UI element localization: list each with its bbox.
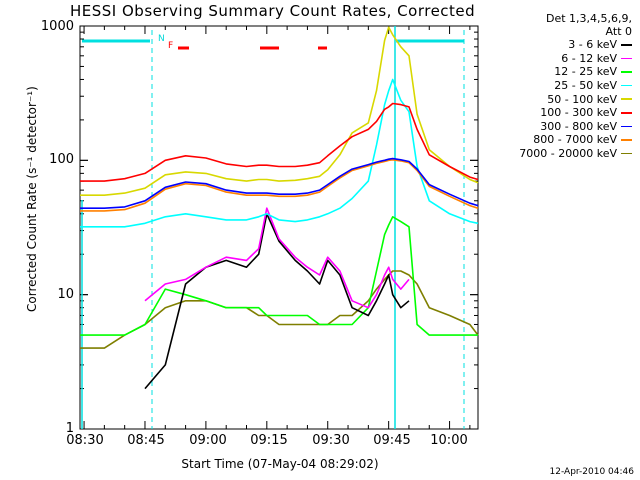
legend-entry-label: 50 - 100 keV <box>547 92 617 106</box>
x-tick-label: 09:45 <box>373 433 411 448</box>
y-tick-label: 10 <box>57 287 74 302</box>
legend-entry-label: 100 - 300 keV <box>540 106 617 120</box>
series-line <box>144 213 410 390</box>
legend-header-detectors: Det 1,3,4,5,6,9, <box>545 12 632 25</box>
x-tick-label: 09:30 <box>312 433 350 448</box>
legend-entry-label: 25 - 50 keV <box>554 79 617 93</box>
chart-title: HESSI Observing Summary Count Rates, Cor… <box>70 2 476 20</box>
x-tick-label: 09:00 <box>189 433 227 448</box>
y-tick-label: 1 <box>65 421 74 436</box>
legend-entry: 800 - 7000 keV <box>482 133 632 147</box>
legend: Det 1,3,4,5,6,9, Att 0 3 - 6 keV 6 - 12 k… <box>482 12 632 160</box>
legend-entry: 25 - 50 keV <box>482 79 632 93</box>
series-line <box>80 78 479 228</box>
legend-swatch <box>621 57 632 60</box>
legend-swatch <box>621 44 632 46</box>
y-tick-label: 100 <box>49 152 74 167</box>
legend-entry-label: 12 - 25 keV <box>554 65 617 79</box>
series-line <box>80 26 479 196</box>
legend-entry-label: 800 - 7000 keV <box>533 133 617 147</box>
legend-entry: 12 - 25 keV <box>482 65 632 79</box>
legend-entry: 100 - 300 keV <box>482 106 632 120</box>
x-tick-label: 09:15 <box>250 433 288 448</box>
legend-swatch <box>621 98 632 100</box>
x-tick-label: 08:45 <box>127 433 165 448</box>
legend-entry: 6 - 12 keV <box>482 52 632 66</box>
series-line <box>80 270 479 349</box>
y-tick-label: 1000 <box>40 19 74 34</box>
legend-entry: 7000 - 20000 keV <box>482 147 632 161</box>
legend-entry-label: 6 - 12 keV <box>561 51 617 65</box>
x-tick-label: 08:30 <box>66 433 104 448</box>
legend-entry-label: 7000 - 20000 keV <box>519 147 617 161</box>
series-line <box>80 102 479 182</box>
legend-entry: 50 - 100 keV <box>482 92 632 106</box>
flag-label-n: N <box>158 34 165 44</box>
legend-swatch <box>621 112 632 114</box>
legend-entry: 3 - 6 keV <box>482 38 632 52</box>
legend-header-attenuator: Att 0 <box>605 25 632 38</box>
legend-swatch <box>621 125 632 128</box>
footer-timestamp: 12-Apr-2010 04:46 <box>549 467 634 477</box>
x-tick-label: 10:00 <box>430 433 468 448</box>
legend-swatch <box>621 139 632 141</box>
legend-swatch <box>621 84 632 87</box>
legend-entry-label: 300 - 800 keV <box>540 119 617 133</box>
flag-label-f: F <box>168 41 174 51</box>
legend-swatch <box>621 71 632 73</box>
plot-frame <box>79 25 479 430</box>
legend-entries: 3 - 6 keV 6 - 12 keV 12 - 25 keV 25 - 50 ke… <box>482 38 632 160</box>
series-line <box>80 216 478 336</box>
series-line <box>80 159 479 212</box>
legend-entry: 300 - 800 keV <box>482 120 632 134</box>
series-line <box>144 207 410 309</box>
x-axis-label: Start Time (07-May-04 08:29:02) <box>181 457 379 471</box>
series-line <box>80 157 479 209</box>
legend-entry-label: 3 - 6 keV <box>568 38 617 52</box>
legend-swatch <box>621 152 632 155</box>
